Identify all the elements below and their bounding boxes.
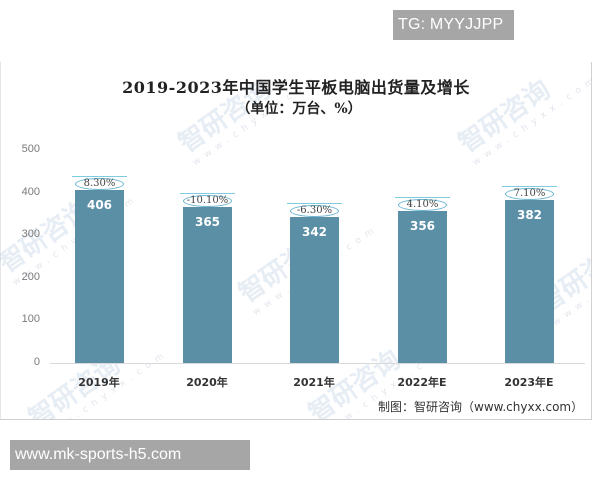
growth-annotation: -6.30% xyxy=(287,203,342,217)
y-tick-label: 100 xyxy=(21,313,40,325)
growth-oval xyxy=(505,188,554,200)
bar-2021: 342 xyxy=(290,217,339,363)
y-tick-label: 200 xyxy=(21,271,40,283)
y-tick-label: 400 xyxy=(21,186,40,198)
growth-oval xyxy=(75,178,124,190)
y-tick-label: 500 xyxy=(21,143,40,155)
chart-container: 智研咨询 www.chyxx.com 智研咨询 www.chyxx.com 智研咨询… xyxy=(0,62,592,420)
tg-watermark-badge: TG: MYYJJPP xyxy=(393,10,514,40)
x-tick-label: 2022年E xyxy=(397,376,447,389)
growth-label: -6.30% xyxy=(296,205,333,216)
growth-oval xyxy=(183,195,232,207)
growth-annotation: 8.30% xyxy=(72,176,127,190)
growth-annotation: 7.10% xyxy=(502,186,557,200)
growth-annotation: 4.10% xyxy=(395,197,450,211)
bar-value-label: 406 xyxy=(86,198,113,212)
bar-2019: 406 xyxy=(75,190,124,363)
chart-source-note: 制图：智研咨询（www.chyxx.com） xyxy=(378,400,584,414)
x-tick-label: 2023年E xyxy=(504,376,554,389)
x-tick-label: 2021年 xyxy=(293,376,335,389)
x-tick-label: 2020年 xyxy=(186,376,228,389)
growth-oval xyxy=(290,205,339,217)
chart-subtitle: （单位：万台、%） xyxy=(236,101,362,117)
bar-2020: 365 xyxy=(183,207,232,363)
growth-marker-line xyxy=(287,203,342,204)
growth-oval xyxy=(398,199,447,211)
x-tick-label: 2019年 xyxy=(78,376,120,389)
growth-marker-line xyxy=(180,193,235,194)
bar-2023e: 382 xyxy=(505,200,554,363)
y-tick-label: 300 xyxy=(21,228,40,240)
bar-value-label: 356 xyxy=(409,219,436,233)
growth-marker-line xyxy=(395,197,450,198)
x-axis-line xyxy=(50,363,585,364)
growth-label: 8.30% xyxy=(83,178,116,189)
growth-label: 4.10% xyxy=(406,199,439,210)
url-watermark-badge: www.mk-sports-h5.com xyxy=(10,440,250,470)
growth-label: -10.10% xyxy=(186,195,229,206)
growth-marker-line xyxy=(502,186,557,187)
y-tick-label: 0 xyxy=(33,356,40,368)
bar-value-label: 342 xyxy=(301,225,328,239)
bar-value-label: 382 xyxy=(516,208,543,222)
growth-annotation: -10.10% xyxy=(180,193,235,207)
growth-marker-line xyxy=(72,176,127,177)
chart-title: 2019-2023年中国学生平板电脑出货量及增长 xyxy=(122,78,470,97)
bar-value-label: 365 xyxy=(194,215,221,229)
bar-2022e: 356 xyxy=(398,211,447,363)
growth-label: 7.10% xyxy=(513,188,546,199)
